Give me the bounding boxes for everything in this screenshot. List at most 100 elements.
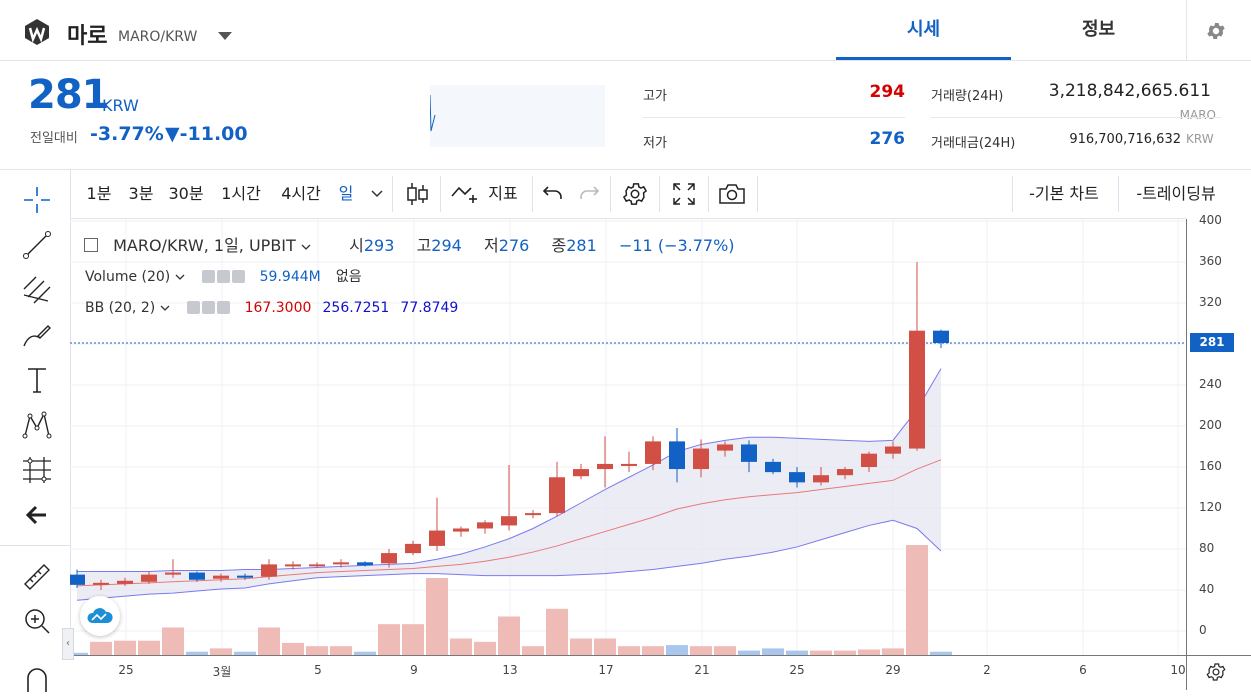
volume-bar bbox=[666, 645, 688, 655]
chevron-down-icon[interactable] bbox=[370, 188, 384, 200]
redo-icon[interactable] bbox=[578, 183, 600, 203]
volume-bar bbox=[810, 650, 832, 655]
price-axis[interactable] bbox=[1186, 219, 1251, 655]
fib-lines-icon[interactable] bbox=[20, 273, 54, 307]
divider bbox=[1118, 176, 1119, 212]
legend-symbol[interactable]: MARO/KRW, 1일, UPBIT bbox=[113, 236, 296, 255]
volume-unit: MARO bbox=[1179, 108, 1216, 122]
prediction-icon[interactable] bbox=[20, 453, 54, 487]
bb-upper-value: 256.7251 bbox=[322, 300, 390, 316]
chevron-down-icon[interactable] bbox=[175, 273, 185, 281]
candle-body bbox=[93, 582, 109, 585]
volume-bar bbox=[570, 638, 592, 655]
volume-bar bbox=[378, 624, 400, 655]
fullscreen-icon[interactable] bbox=[671, 181, 697, 207]
text-tool-icon[interactable] bbox=[20, 363, 54, 397]
interval-1h[interactable]: 1시간 bbox=[221, 184, 261, 203]
time-tick-label: 3월 bbox=[212, 665, 232, 679]
legend-close: 281 bbox=[566, 236, 597, 255]
bb-lower-value: 77.8749 bbox=[400, 300, 459, 316]
undo-icon[interactable] bbox=[542, 183, 564, 203]
candle-body bbox=[813, 475, 829, 483]
arrow-left-icon[interactable] bbox=[20, 498, 54, 532]
divider bbox=[0, 545, 70, 546]
volume-bar bbox=[90, 641, 112, 655]
change-percent: -3.77% bbox=[90, 123, 164, 145]
volume-bar bbox=[450, 638, 472, 655]
gear-icon[interactable] bbox=[621, 180, 649, 208]
interval-1m[interactable]: 1분 bbox=[86, 184, 112, 203]
collapse-legend-icon[interactable] bbox=[84, 238, 98, 252]
volume-value: 3,218,842,665.611 bbox=[1048, 81, 1211, 101]
divider bbox=[659, 176, 660, 212]
price-tick-label: 320 bbox=[1199, 295, 1222, 309]
volume-bar bbox=[642, 646, 664, 655]
coin-name: 마로 bbox=[67, 24, 108, 49]
cloud-button[interactable] bbox=[80, 596, 120, 636]
pair-label: MARO/KRW bbox=[118, 29, 198, 45]
time-tick-label: 25 bbox=[789, 663, 805, 677]
volume-indicator-name[interactable]: Volume (20) bbox=[85, 269, 171, 285]
axis-corner bbox=[1186, 655, 1251, 690]
time-tick-label: 13 bbox=[502, 663, 518, 677]
price-tick-label: 200 bbox=[1199, 418, 1222, 432]
price-chart[interactable] bbox=[70, 219, 1251, 689]
tab-price[interactable]: 시세 bbox=[836, 0, 1011, 60]
header bbox=[0, 0, 1251, 61]
interval-4h[interactable]: 4시간 bbox=[281, 184, 321, 203]
volume-bar bbox=[906, 545, 928, 655]
eye-icon[interactable] bbox=[201, 270, 215, 283]
indicator-icon[interactable] bbox=[450, 182, 480, 206]
volume-bar bbox=[738, 650, 760, 655]
volume-bar bbox=[210, 648, 232, 655]
price-tick-label: 0 bbox=[1199, 623, 1207, 637]
low-label: 저가 bbox=[643, 136, 667, 151]
current-price: 281 bbox=[28, 72, 109, 118]
chevron-down-icon[interactable] bbox=[301, 243, 311, 251]
zoom-in-icon[interactable] bbox=[20, 604, 54, 638]
collapse-handle[interactable]: ‹ bbox=[62, 628, 74, 660]
magnet-icon[interactable] bbox=[20, 662, 54, 696]
indicator-button[interactable]: 지표 bbox=[488, 184, 518, 203]
camera-icon[interactable] bbox=[717, 182, 747, 206]
settings-button[interactable] bbox=[1186, 0, 1251, 60]
interval-3m[interactable]: 3분 bbox=[128, 184, 154, 203]
time-tick-label: 25 bbox=[118, 663, 134, 677]
volume-bar bbox=[882, 648, 904, 655]
time-axis[interactable] bbox=[70, 655, 1251, 690]
bb-indicator-name[interactable]: BB (20, 2) bbox=[85, 300, 156, 316]
chevron-down-icon[interactable] bbox=[216, 30, 234, 42]
candle-body bbox=[141, 574, 157, 582]
trend-line-icon[interactable] bbox=[20, 228, 54, 262]
gear-icon[interactable] bbox=[1205, 661, 1227, 683]
close-icon[interactable] bbox=[216, 301, 230, 314]
divider bbox=[1012, 176, 1013, 212]
volume-bar bbox=[258, 627, 280, 655]
volume-bar bbox=[762, 648, 784, 655]
tab-info[interactable]: 정보 bbox=[1081, 19, 1116, 40]
volume-ma-value: 없음 bbox=[335, 269, 362, 285]
tradingview-button[interactable]: -트레이딩뷰 bbox=[1136, 184, 1216, 203]
divider bbox=[757, 176, 758, 212]
brush-icon[interactable] bbox=[20, 318, 54, 352]
chevron-down-icon[interactable] bbox=[160, 304, 170, 312]
time-tick-label: 10 bbox=[1170, 663, 1186, 677]
candle-body bbox=[765, 461, 781, 473]
close-icon[interactable] bbox=[231, 270, 245, 283]
eye-icon[interactable] bbox=[186, 301, 200, 314]
interval-1d[interactable]: 일 bbox=[338, 184, 354, 203]
gear-icon[interactable] bbox=[201, 301, 215, 314]
divider bbox=[643, 117, 905, 118]
pattern-icon[interactable] bbox=[20, 408, 54, 442]
legend-change: −11 (−3.77%) bbox=[618, 236, 735, 255]
price-tick-label: 80 bbox=[1199, 541, 1215, 555]
gear-icon[interactable] bbox=[216, 270, 230, 283]
candle-type-icon[interactable] bbox=[404, 180, 430, 208]
crosshair-icon[interactable] bbox=[20, 183, 54, 217]
time-tick-label: 17 bbox=[598, 663, 614, 677]
ruler-icon[interactable] bbox=[20, 560, 54, 594]
price-unit: KRW bbox=[102, 96, 139, 115]
interval-30m[interactable]: 30분 bbox=[168, 184, 204, 203]
basic-chart-button[interactable]: -기본 차트 bbox=[1029, 184, 1099, 203]
cloud-icon bbox=[87, 608, 113, 623]
